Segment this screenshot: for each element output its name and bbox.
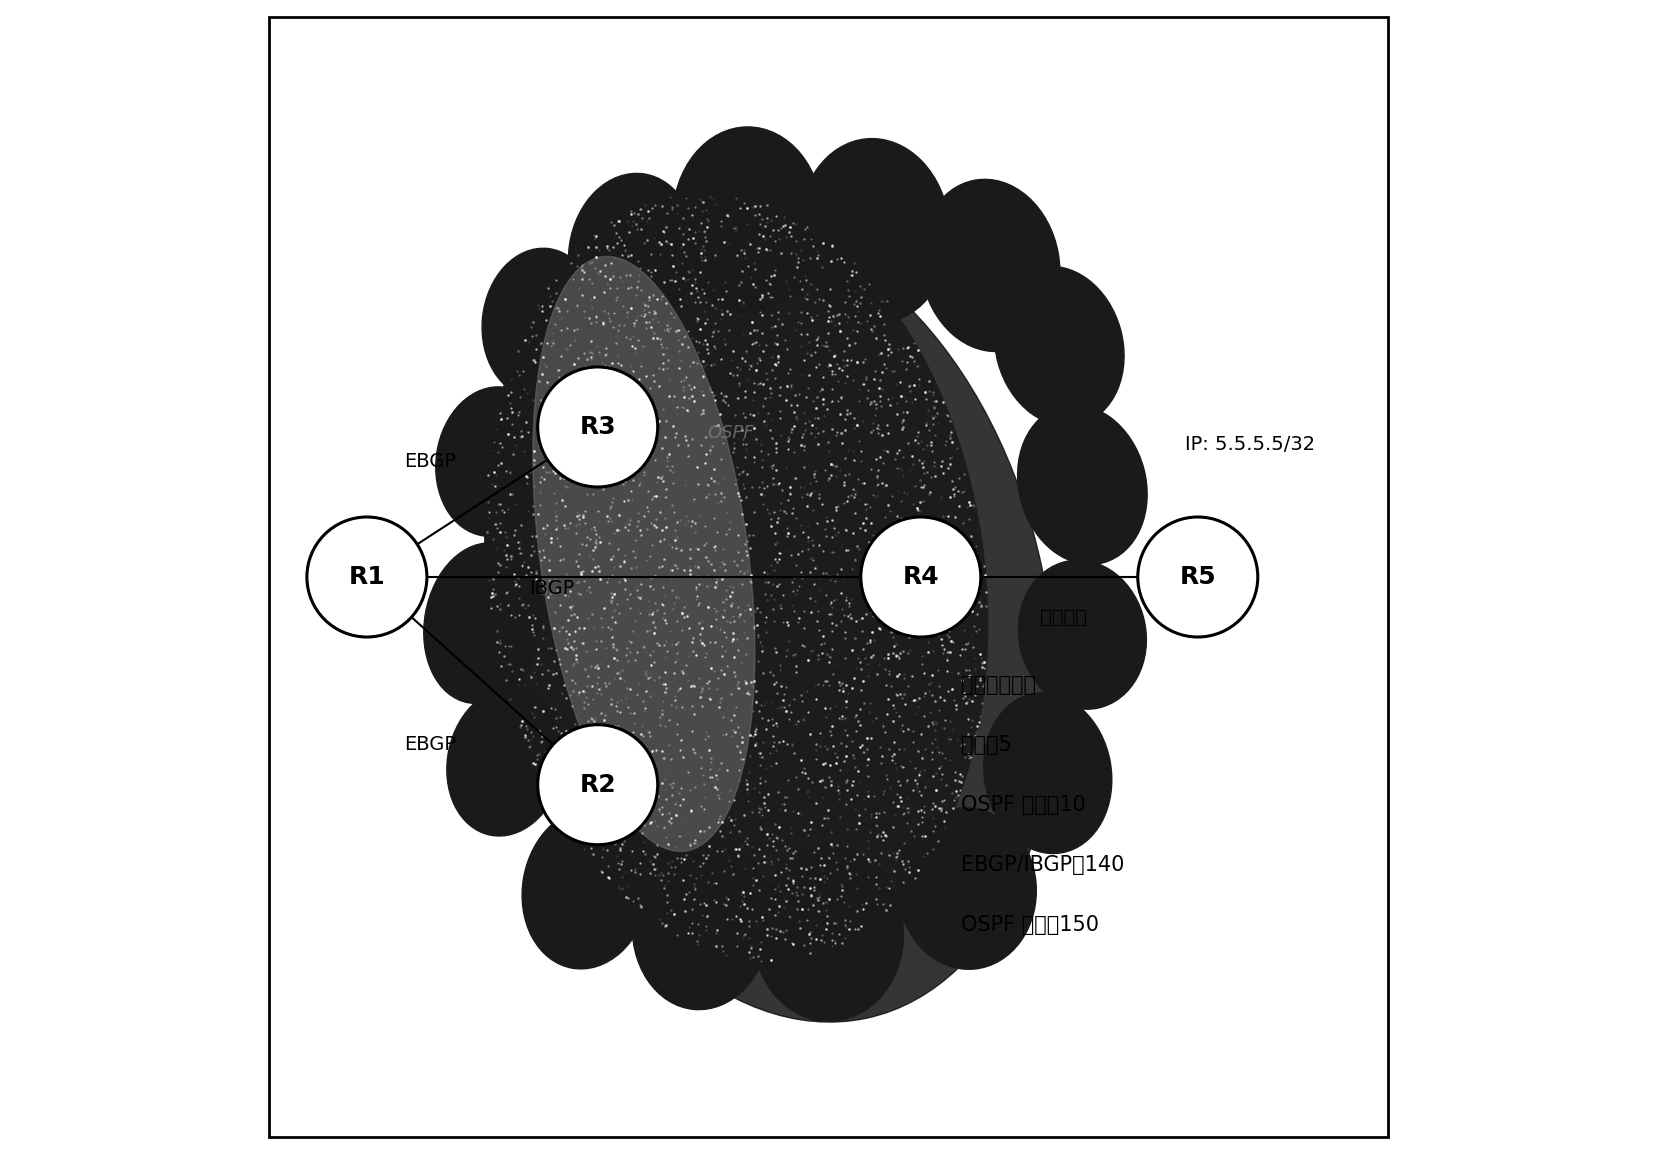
Text: 静态路由: 静态路由 [1041,608,1087,627]
Circle shape [537,725,658,845]
Text: IP: 5.5.5.5/32: IP: 5.5.5.5/32 [1185,435,1314,454]
Ellipse shape [920,179,1060,352]
Text: 协议优先级：: 协议优先级： [961,675,1036,695]
Circle shape [862,517,981,637]
Ellipse shape [447,688,563,835]
Ellipse shape [534,256,756,852]
Circle shape [1138,517,1258,637]
Ellipse shape [633,837,771,1010]
Ellipse shape [1019,560,1147,710]
Ellipse shape [482,248,598,398]
Ellipse shape [484,193,988,961]
Ellipse shape [1017,405,1147,564]
Text: R4: R4 [903,565,940,589]
Text: OSPF 内部：10: OSPF 内部：10 [961,795,1085,815]
Ellipse shape [436,387,552,537]
Ellipse shape [994,267,1123,426]
Ellipse shape [800,138,949,323]
Text: R5: R5 [1180,565,1216,589]
Ellipse shape [522,808,650,969]
Text: R2: R2 [580,773,616,796]
Circle shape [537,367,658,487]
Text: EBGP/IBGP：140: EBGP/IBGP：140 [961,855,1125,875]
Text: OSPF 外部：150: OSPF 外部：150 [961,915,1099,935]
Text: EBGP: EBGP [404,735,456,754]
Ellipse shape [754,848,903,1021]
Text: 静态：5: 静态：5 [961,735,1012,755]
Text: R1: R1 [348,565,386,589]
Ellipse shape [984,692,1112,854]
Text: EBGP: EBGP [404,452,456,471]
Ellipse shape [568,173,696,335]
Circle shape [307,517,428,637]
Text: R3: R3 [580,415,616,439]
Ellipse shape [424,544,540,703]
Text: OSPF: OSPF [708,424,754,442]
Ellipse shape [898,808,1036,969]
Ellipse shape [509,224,1056,1022]
Ellipse shape [673,127,824,312]
Text: IBGP: IBGP [529,579,575,598]
